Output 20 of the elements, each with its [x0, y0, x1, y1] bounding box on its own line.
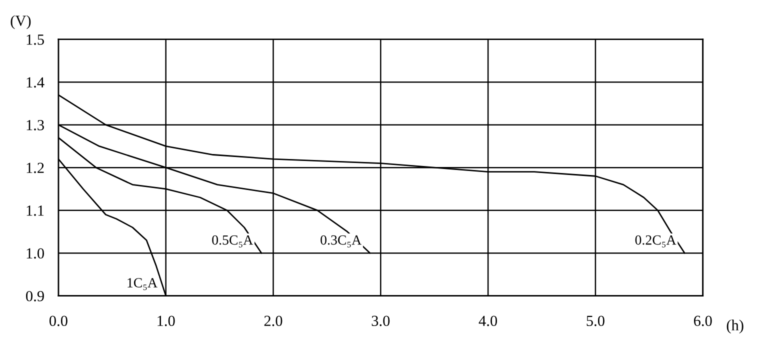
x-tick-label: 3.0 — [372, 316, 390, 326]
series-label: 0.3C₅A — [320, 235, 362, 248]
x-tick-label: 6.0 — [694, 316, 712, 326]
y-tick-label: 1.3 — [26, 120, 44, 130]
y-tick-label: 1.2 — [26, 162, 44, 174]
series-label: 1C₅A — [128, 278, 158, 290]
y-axis-title: (V) — [10, 15, 31, 30]
y-tick-label: 0.9 — [26, 290, 44, 302]
y-tick-label: 1.5 — [26, 34, 44, 45]
y-tick-label: 1.0 — [26, 248, 44, 259]
x-tick-label: 1.0 — [158, 316, 175, 326]
series-label: 0.2C₅A — [635, 235, 676, 248]
x-axis-title: (h) — [726, 320, 744, 334]
x-tick-label: 0.0 — [49, 316, 68, 326]
y-tick-label: 1.1 — [26, 206, 44, 216]
x-tick-label: 5.0 — [586, 316, 604, 326]
series-label: 0.5C₅A — [212, 235, 253, 248]
y-tick-label: 1.4 — [26, 77, 44, 88]
x-tick-label: 4.0 — [478, 316, 498, 326]
x-tick-label: 2.0 — [264, 316, 282, 326]
